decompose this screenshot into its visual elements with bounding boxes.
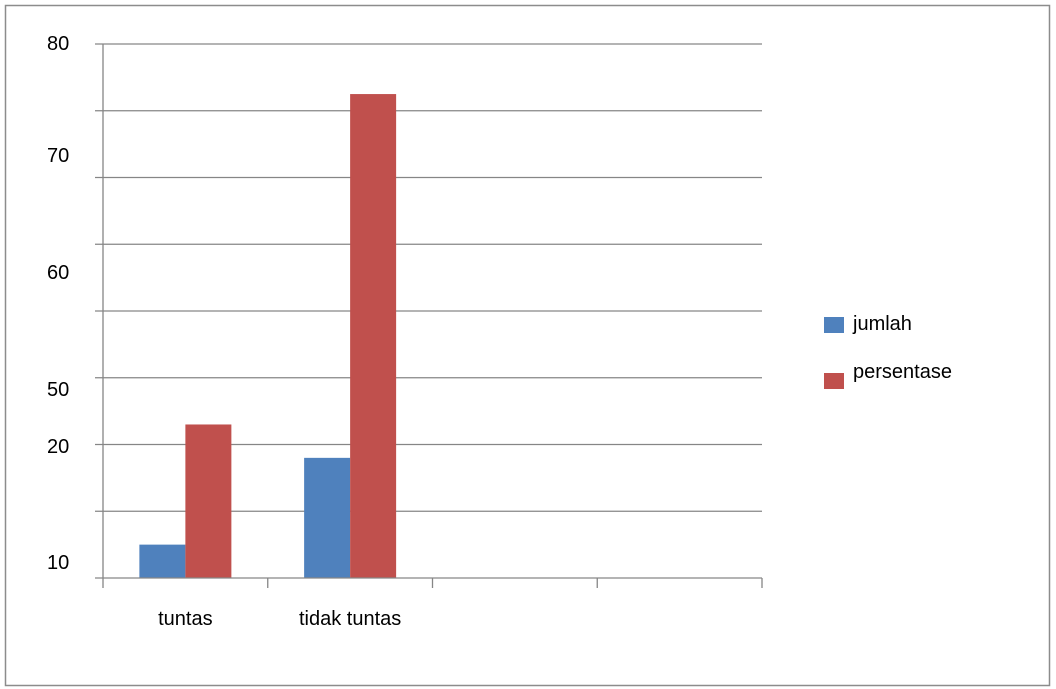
- y-tick-label: 60: [47, 262, 69, 284]
- y-tick-label: 80: [47, 33, 69, 55]
- y-tick-label: 70: [47, 145, 69, 167]
- x-tick-label: tidak tuntas: [299, 608, 401, 630]
- y-tick-label: 20: [47, 436, 69, 458]
- legend-label-persentase: persentase: [853, 361, 952, 383]
- x-tick-label: tuntas: [158, 608, 212, 630]
- y-tick-label: 50: [47, 379, 69, 401]
- legend-swatch-persentase: [824, 373, 844, 389]
- x-tick-labels: tuntas tidak tuntas: [158, 608, 401, 630]
- legend-swatch-jumlah: [824, 317, 844, 333]
- legend-label-jumlah: jumlah: [852, 313, 912, 335]
- y-tick-labels: 80 70 60 50 20 10: [47, 33, 69, 574]
- bar-persentase-tidak tuntas: [350, 94, 397, 578]
- legend: jumlah persentase: [824, 313, 952, 389]
- y-tick-label: 10: [47, 552, 69, 574]
- chart-border: [4, 4, 1051, 687]
- axes: [95, 44, 763, 588]
- bars: [139, 94, 397, 578]
- bar-jumlah-tuntas: [139, 544, 186, 578]
- bar-jumlah-tidak tuntas: [304, 457, 351, 578]
- bar-persentase-tuntas: [185, 424, 232, 578]
